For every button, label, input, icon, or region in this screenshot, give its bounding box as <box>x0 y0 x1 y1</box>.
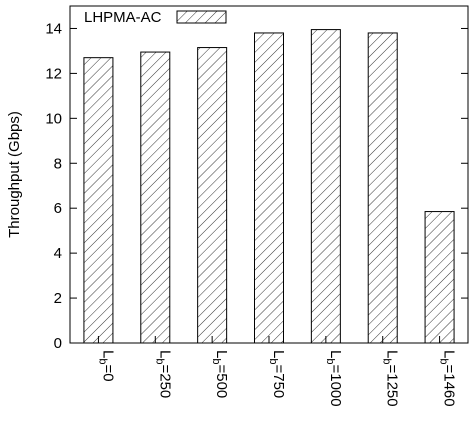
legend-label: LHPMA-AC <box>84 9 162 26</box>
bar <box>197 47 228 344</box>
y-tick-label: 10 <box>45 110 62 127</box>
bar <box>367 32 398 344</box>
y-tick-label: 14 <box>45 20 62 37</box>
y-tick-label: 2 <box>54 290 62 307</box>
y-tick-label: 8 <box>54 155 62 172</box>
y-tick-label: 12 <box>45 65 62 82</box>
bar <box>424 211 455 344</box>
x-tick-label: Lb=750 <box>267 350 287 398</box>
x-tick-label: Lb=500 <box>210 350 230 398</box>
legend-swatch <box>176 10 227 24</box>
x-tick-label: Lb=1250 <box>381 350 401 407</box>
y-tick-label: 4 <box>54 245 62 262</box>
x-tick-label: Lb=0 <box>96 350 116 382</box>
bar <box>254 32 284 344</box>
y-tick-label: 6 <box>54 200 62 217</box>
bar <box>83 57 114 344</box>
x-tick-label: Lb=1000 <box>324 350 344 407</box>
bar <box>140 51 171 344</box>
x-tick-label: Lb=1460 <box>438 350 458 407</box>
x-tick-label: Lb=250 <box>153 350 173 398</box>
bar <box>310 29 341 344</box>
y-axis-label: Throughput (Gbps) <box>6 111 23 238</box>
y-tick-label: 0 <box>54 335 62 352</box>
